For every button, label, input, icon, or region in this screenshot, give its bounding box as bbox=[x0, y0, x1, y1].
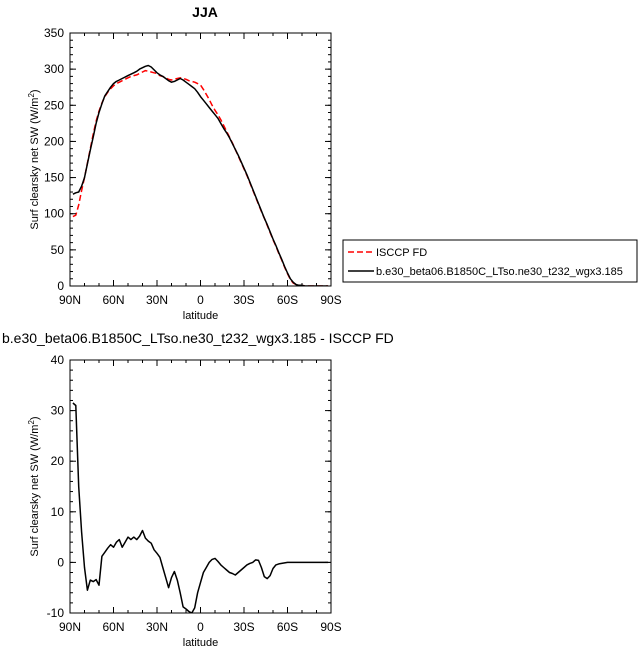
top-series-line-2 bbox=[72, 64, 329, 286]
top-x-tick-label: 30N bbox=[146, 293, 168, 307]
bottom-x-axis-label: latitude bbox=[183, 637, 218, 649]
top-y-tick-label: 200 bbox=[44, 134, 64, 148]
bottom-x-tick-label: 60S bbox=[277, 620, 298, 634]
top-x-tick-label: 90N bbox=[59, 293, 81, 307]
top-x-tick-label: 30S bbox=[233, 293, 254, 307]
top-x-tick-label: 60S bbox=[277, 293, 298, 307]
bottom-chart: b.e30_beta06.B1850C_LTso.ne30_t232_wgx3.… bbox=[2, 330, 394, 649]
bottom-y-tick-label: 0 bbox=[57, 555, 64, 569]
bottom-y-tick-label: 40 bbox=[51, 353, 65, 367]
top-y-tick-label: 250 bbox=[44, 98, 64, 112]
bottom-x-tick-label: 90S bbox=[320, 620, 341, 634]
legend-box bbox=[342, 239, 638, 283]
top-x-axis-label: latitude bbox=[183, 310, 218, 322]
top-x-tick-label: 60N bbox=[102, 293, 124, 307]
bottom-y-tick-label: -10 bbox=[47, 606, 65, 620]
bottom-y-tick-label: 10 bbox=[51, 505, 65, 519]
top-y-tick-label: 150 bbox=[44, 171, 64, 185]
top-y-tick-label: 350 bbox=[44, 26, 64, 40]
bottom-x-tick-label: 0 bbox=[197, 620, 204, 634]
bottom-chart-title: b.e30_beta06.B1850C_LTso.ne30_t232_wgx3.… bbox=[2, 330, 394, 346]
top-chart: JJA 90N 60N 30N 0 30S 60S 90S 0 50 100 150 200 250 300… bbox=[27, 4, 638, 322]
bottom-y-axis-label: Surf clearsky net SW (W/m2) bbox=[27, 416, 42, 556]
bottom-x-tick-label: 30S bbox=[233, 620, 254, 634]
legend-label-2: b.e30_beta06.B1850C_LTso.ne30_t232_wgx3.… bbox=[376, 266, 623, 278]
bottom-plot-frame bbox=[69, 359, 332, 614]
bottom-x-tick-label: 60N bbox=[102, 620, 124, 634]
bottom-y-tick-label: 20 bbox=[51, 454, 65, 468]
top-y-axis-label: Surf clearsky net SW (W/m2) bbox=[27, 89, 42, 229]
bottom-series-line-1 bbox=[72, 402, 329, 613]
bottom-y-tick-label: 30 bbox=[51, 404, 65, 418]
top-y-tick-label: 0 bbox=[57, 279, 64, 293]
top-series-line-1 bbox=[72, 69, 329, 286]
top-x-tick-label: 0 bbox=[197, 293, 204, 307]
legend-label-1: ISCCP FD bbox=[376, 247, 427, 259]
legend: ISCCP FD b.e30_beta06.B1850C_LTso.ne30_t2… bbox=[342, 239, 638, 283]
top-y-tick-label: 300 bbox=[44, 62, 64, 76]
bottom-x-tick-label: 90N bbox=[59, 620, 81, 634]
top-y-tick-label: 100 bbox=[44, 207, 64, 221]
bottom-x-tick-label: 30N bbox=[146, 620, 168, 634]
top-chart-title: JJA bbox=[192, 4, 218, 20]
top-x-tick-label: 90S bbox=[320, 293, 341, 307]
top-plot-frame bbox=[69, 32, 332, 287]
top-y-tick-label: 50 bbox=[51, 243, 65, 257]
